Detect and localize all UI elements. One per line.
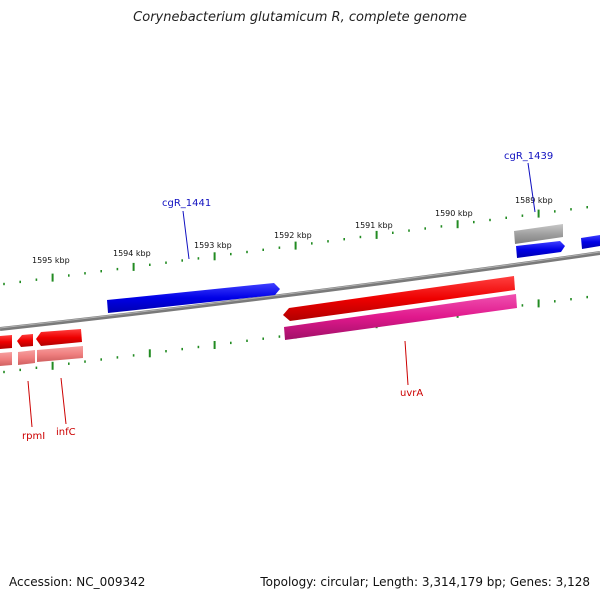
scale-label-1592: 1592 kbp <box>274 231 312 240</box>
leader-infC <box>60 377 67 425</box>
scale-label-1590: 1590 kbp <box>435 209 473 218</box>
scale-label-1595: 1595 kbp <box>32 256 70 265</box>
label-rpmI[interactable]: rpmI <box>22 431 45 442</box>
leader-rpmI <box>27 380 33 428</box>
feature-light-left-edge[interactable] <box>0 352 12 366</box>
label-cgR_1439[interactable]: cgR_1439 <box>504 151 553 162</box>
feature-gray-1439[interactable] <box>514 224 563 244</box>
gene-left-edge[interactable] <box>0 335 12 349</box>
genome-stats-text: Topology: circular; Length: 3,314,179 bp… <box>260 575 590 589</box>
feature-rpmI-light[interactable] <box>18 350 35 365</box>
outer-scale-ticks <box>3 206 589 286</box>
gene-infC[interactable] <box>36 329 82 346</box>
genome-backbone <box>0 251 600 331</box>
accession-text: Accession: NC_009342 <box>9 575 146 589</box>
forward-strand-features <box>107 224 600 313</box>
label-uvrA[interactable]: uvrA <box>400 388 423 399</box>
gene-uvrA[interactable] <box>283 276 515 321</box>
gene-labels: cgR_1441 cgR_1439 rpmI infC uvrA <box>22 151 553 442</box>
gene-forward-edge[interactable] <box>581 235 600 249</box>
leader-uvrA <box>404 340 409 386</box>
reverse-strand-features <box>0 276 517 366</box>
label-infC[interactable]: infC <box>56 427 76 438</box>
scale-label-1591: 1591 kbp <box>355 221 393 230</box>
leader-cgR_1441 <box>182 210 190 260</box>
scale-label-1593: 1593 kbp <box>194 241 232 250</box>
leader-cgR_1439 <box>527 162 536 213</box>
scale-labels: 1595 kbp 1594 kbp 1593 kbp 1592 kbp 1591… <box>32 196 553 265</box>
gene-rpmI[interactable] <box>17 334 33 347</box>
gene-cgR_1439[interactable] <box>516 241 565 258</box>
map-title: Corynebacterium glutamicum R, complete g… <box>133 10 467 25</box>
scale-label-1594: 1594 kbp <box>113 249 151 258</box>
label-leaders <box>27 162 536 428</box>
genome-backbone-highlight <box>0 251 600 329</box>
feature-infC-light[interactable] <box>37 346 83 362</box>
feature-uvrA-pink[interactable] <box>284 294 517 340</box>
label-cgR_1441[interactable]: cgR_1441 <box>162 198 211 209</box>
gene-cgR_1441[interactable] <box>107 283 280 313</box>
